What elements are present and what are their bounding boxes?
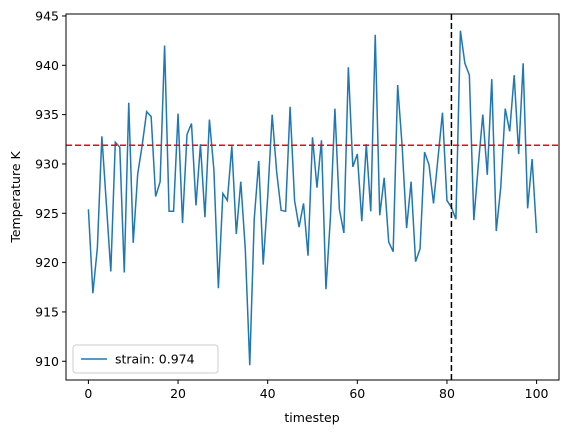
x-tick-label: 20 — [170, 386, 186, 401]
x-axis-label: timestep — [284, 410, 339, 425]
y-axis-label: Temperature K — [8, 151, 23, 244]
data-line — [87, 30, 538, 366]
x-tick-label: 40 — [260, 386, 276, 401]
legend-label: strain: 0.974 — [115, 352, 195, 367]
y-tick-label: 935 — [35, 107, 59, 122]
y-tick-label: 925 — [35, 206, 59, 221]
y-tick-label: 920 — [35, 255, 59, 270]
y-tick-label: 940 — [35, 58, 59, 73]
y-tick-label: 930 — [35, 156, 59, 171]
legend-box — [72, 344, 219, 374]
x-tick-label: 60 — [349, 386, 365, 401]
y-tick-label: 915 — [35, 304, 59, 319]
y-tick-label: 945 — [35, 8, 59, 23]
x-tick-label: 100 — [525, 386, 549, 401]
plot-frame — [65, 13, 560, 381]
x-tick-label: 80 — [439, 386, 455, 401]
x-tick-label: 0 — [84, 386, 92, 401]
y-tick-label: 910 — [35, 354, 59, 369]
